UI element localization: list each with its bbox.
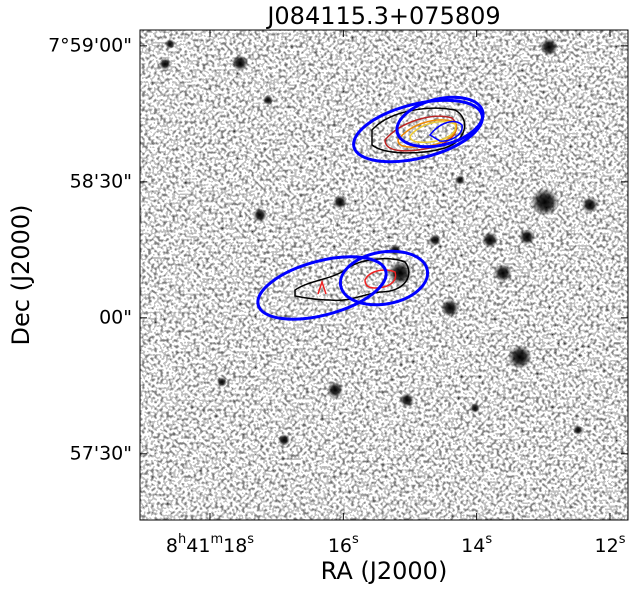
chart-title: J084115.3+075809 (265, 2, 500, 30)
y-tick-label: 57'30" (70, 442, 132, 464)
x-tick-label: 8h41m18s (166, 532, 254, 557)
x-tick-label: 12s (595, 532, 626, 557)
beam-ellipses (256, 95, 485, 321)
y-axis-label: Dec (J2000) (7, 205, 35, 346)
plot-frame (139, 29, 629, 521)
x-tick-label: 14s (461, 532, 492, 557)
contours (294, 107, 466, 302)
x-axis-label: RA (J2000) (321, 557, 448, 585)
x-tick-label: 16s (328, 532, 359, 557)
sky-image (140, 30, 628, 520)
y-tick-label: 58'30" (70, 170, 132, 192)
y-tick-label: 00" (99, 306, 132, 328)
y-tick-label: 7°59'00" (48, 34, 132, 56)
